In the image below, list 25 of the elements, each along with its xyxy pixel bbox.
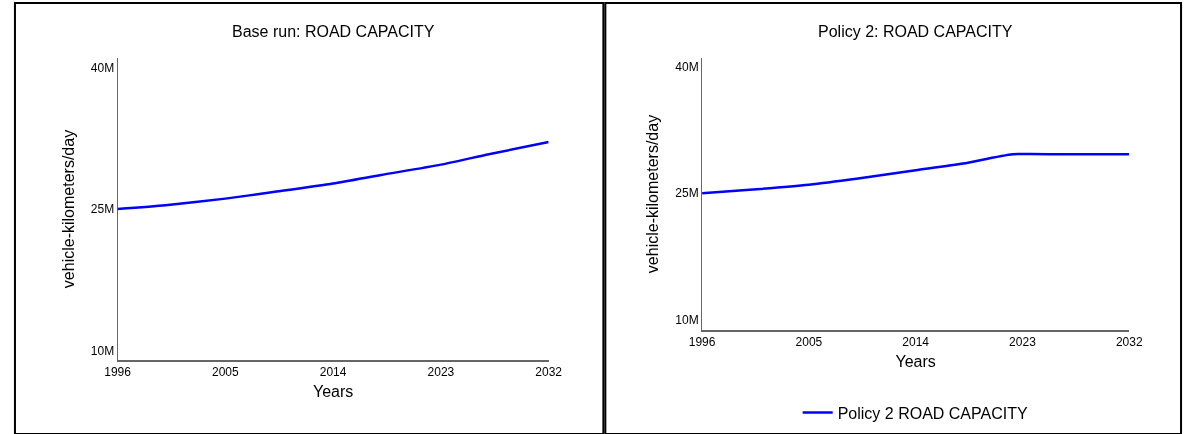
x-tick-label: 2023 (1009, 335, 1037, 350)
line-series (702, 152, 1130, 195)
y-axis-title: vehicle-kilometers/day (644, 114, 662, 274)
line-series (117, 140, 549, 211)
x-tick-label: 1996 (104, 365, 132, 380)
x-tick-label: 2014 (319, 365, 347, 380)
x-tick-label: 2014 (902, 335, 930, 350)
x-tick-label: 2032 (1115, 335, 1143, 350)
y-tick-label: 25M (90, 202, 115, 217)
y-axis-title: vehicle-kilometers/day (59, 129, 77, 289)
x-tick-label: 2005 (795, 335, 823, 350)
y-tick-label: 25M (675, 186, 699, 201)
legend-label: Policy 2 ROAD CAPACITY (837, 404, 1028, 422)
y-tick-label: 10M (675, 313, 699, 328)
x-tick-label: 2032 (535, 365, 563, 380)
y-tick-label: 40M (90, 60, 115, 75)
y-tick-label: 40M (675, 59, 699, 74)
chart-title: Policy 2: ROAD CAPACITY (818, 23, 1013, 40)
x-axis-title: Years (895, 353, 936, 371)
x-tick-label: 1996 (688, 335, 716, 350)
x-tick-label: 2005 (211, 365, 240, 380)
chart-title: Base run: ROAD CAPACITY (232, 23, 435, 40)
x-tick-label: 2023 (427, 365, 455, 380)
x-axis-title: Years (312, 383, 354, 401)
y-tick-label: 10M (90, 343, 115, 358)
